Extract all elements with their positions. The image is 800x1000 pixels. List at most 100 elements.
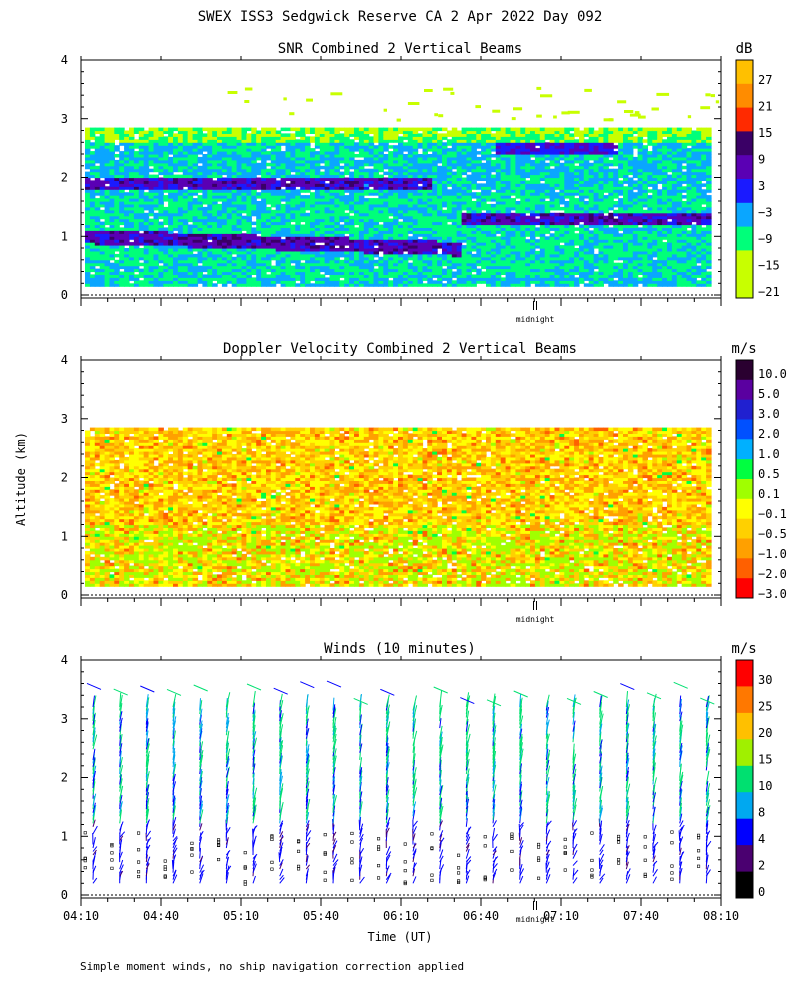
snr-cell [412,130,419,134]
snr-cell [143,245,150,249]
snr-cell [554,268,560,273]
snr-cell [539,171,546,176]
snr-cell [334,180,340,184]
snr-cell [99,186,106,190]
snr-cell [226,133,233,137]
snr-cell [207,283,213,287]
snr-cell [300,130,306,134]
snr-cell [461,192,468,196]
snr-cell [442,209,448,214]
snr-cell [422,233,428,237]
snr-cell [378,195,384,199]
snr-cell [129,212,135,217]
snr-cell [505,145,512,149]
snr-cell [109,224,115,228]
snr-cell [99,262,106,267]
snr-cell [354,165,360,170]
snr-cell [554,151,560,155]
snr-cell [466,162,472,167]
snr-cell [505,171,512,176]
snr-cell [114,180,120,184]
snr-cell [549,168,556,173]
snr-cell [559,259,565,264]
snr-cell [221,162,228,167]
snr-cell [373,127,379,132]
snr-cell [412,250,419,255]
snr-cell [515,168,521,173]
snr-cell [290,250,296,255]
snr-cell [280,162,287,167]
snr-cell [554,239,560,243]
snr-cell [305,245,311,249]
snr-cell [417,186,424,190]
snr-cell [324,262,331,267]
snr-cell [221,221,228,226]
snr-cell [324,236,331,240]
snr-cell [94,145,101,149]
snr-cell [354,248,360,252]
snr-cell [295,253,301,258]
snr-cell [275,271,282,275]
snr-cell [270,127,277,132]
snr-cell [266,136,272,140]
snr-cell [217,242,223,246]
snr-cell [217,136,223,140]
snr-cell [187,133,194,137]
snr-cell [383,230,389,234]
snr-cell [231,148,238,152]
snr-cell [510,262,516,267]
snr-cell [393,245,399,249]
snr-cell [319,148,326,152]
snr-cell [476,206,482,211]
snr-cell [495,180,502,184]
snr-cell [246,253,252,258]
snr-cell [393,154,399,158]
snr-cell [241,142,247,146]
snr-cell [515,145,521,149]
snr-cell [114,177,120,181]
snr-cell [329,259,335,264]
snr-cell [285,154,291,158]
snr-cell [129,165,135,170]
snr-cell [256,130,262,134]
snr-cell [559,280,565,284]
snr-cell [124,198,130,202]
snr-cell [544,189,551,193]
snr-cell [89,212,96,217]
snr-cell [207,248,213,252]
snr-cell [451,198,458,202]
snr-cell [544,171,551,176]
snr-cell [168,171,174,176]
snr-cell [231,127,238,132]
snr-cell [236,203,243,208]
snr-cell [402,230,409,234]
panel-title-snr: SNR Combined 2 Vertical Beams [278,41,522,57]
snr-cell [270,180,277,184]
snr-cell [437,145,443,149]
snr-cell [261,203,267,208]
snr-cell [525,283,531,287]
snr-cell [471,224,477,228]
snr-cell [363,171,370,176]
snr-cell [319,139,326,143]
snr-cell [314,142,321,146]
snr-cell [354,262,360,267]
snr-cell [378,206,384,211]
snr-cell [393,265,399,270]
snr-cell [300,256,306,261]
snr-cell [530,136,536,140]
snr-cell [388,274,394,278]
snr-cell [119,133,125,137]
snr-cell [300,174,306,179]
snr-cell [354,230,360,234]
snr-cell [539,148,546,152]
snr-cell [388,271,394,275]
snr-cell [168,236,174,240]
snr-cell [231,162,238,167]
snr-cell [226,154,233,158]
snr-cell [349,156,355,161]
snr-cell [358,236,365,240]
snr-cell [207,145,213,149]
snr-cell [515,227,521,231]
snr-cell [437,186,443,190]
